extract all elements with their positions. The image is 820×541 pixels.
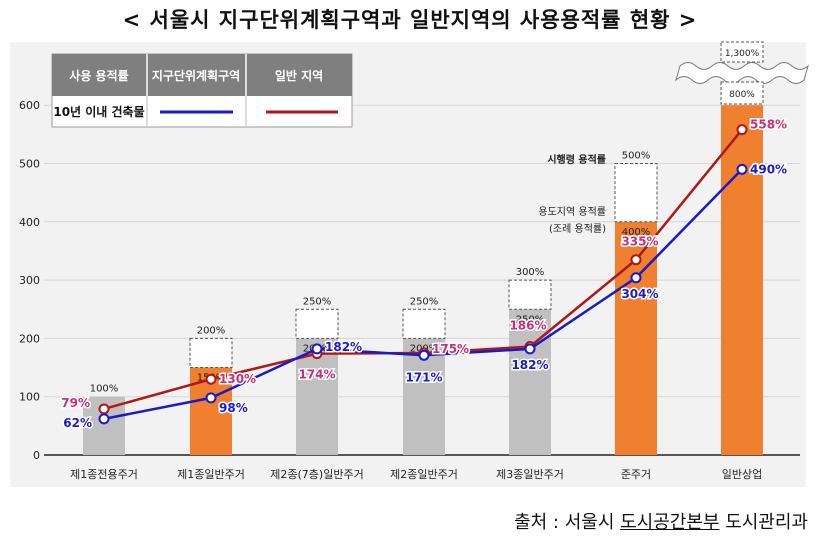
x-category-label: 제1종일반주거 — [177, 467, 245, 481]
series-point — [630, 272, 642, 284]
annotation-enforce-far: 시행령 용적률 — [547, 153, 606, 166]
series-point — [98, 413, 110, 425]
source-prefix: 출처 : 서울시 — [514, 512, 621, 533]
series-point — [630, 254, 642, 266]
max-far-label: 250% — [303, 296, 332, 307]
source-note: 출처 : 서울시 도시공간본부 도시관리과 — [514, 508, 808, 534]
series-data-label: 171% — [405, 370, 442, 384]
x-category-label: 제1종전용주거 — [70, 468, 138, 481]
max-far-label: 1,300% — [725, 49, 760, 59]
x-category-label: 제2종일반주거 — [390, 467, 458, 481]
legend: 사용 용적률 지구단위계획구역 일반 지역 10년 이내 건축물 — [51, 53, 353, 128]
max-far-box — [508, 279, 552, 310]
series-data-label: 304% — [621, 287, 658, 301]
max-far-box — [614, 163, 658, 223]
legend-header-bg — [52, 54, 352, 96]
max-far-box — [295, 308, 339, 339]
series-point — [418, 349, 430, 361]
max-far-box — [720, 41, 764, 63]
series-point — [98, 403, 110, 415]
legend-header-district: 지구단위계획구역 — [152, 68, 240, 83]
y-axis-ticks: 0 100 200 300 400 500 600 — [19, 99, 40, 462]
series-data-label: 335% — [621, 235, 658, 249]
source-dept: 도시관리과 — [719, 512, 808, 533]
y-tick-label: 500 — [19, 158, 40, 171]
series-data-label: 62% — [63, 416, 92, 430]
series-data-label: 490% — [750, 162, 787, 176]
series-point — [205, 373, 217, 385]
y-tick-label: 300 — [19, 274, 40, 287]
x-category-label: 일반상업 — [722, 467, 762, 481]
max-far-box — [402, 308, 446, 339]
axis-break-mark — [675, 62, 809, 84]
far-label: 800% — [729, 90, 755, 100]
series-data-label: 174% — [298, 368, 335, 382]
series-point — [736, 124, 748, 136]
series-point — [311, 343, 323, 355]
series-data-label: 175% — [432, 342, 469, 356]
max-far-label: 200% — [197, 325, 226, 336]
series-data-label: 182% — [325, 340, 362, 354]
series-labels: 62% 98% 182% 171% 182% 304% 490% 79% 130% 174% 175… — [60, 116, 789, 431]
series-data-label: 98% — [219, 401, 248, 415]
y-tick-label: 400 — [19, 216, 40, 229]
source-org: 도시공간본부 — [620, 512, 720, 533]
series-data-label: 182% — [511, 358, 548, 372]
max-far-label: 300% — [516, 267, 545, 278]
legend-header-general: 일반 지역 — [275, 68, 323, 83]
y-tick-label: 200 — [19, 332, 40, 345]
annotation-ordinance: (조례 용적률) — [549, 223, 606, 235]
far-label: 400% — [622, 227, 651, 238]
y-tick-label: 100 — [19, 391, 40, 404]
x-category-label: 준주거 — [621, 468, 651, 481]
legend-header-usage: 사용 용적률 — [69, 68, 128, 83]
ordinance-far-box — [720, 81, 764, 105]
bar-annotations: 100%150%200%200%250%200%250%250%300%400%… — [90, 41, 809, 395]
far-label: 100% — [90, 384, 119, 395]
max-far-box — [189, 337, 233, 369]
x-category-label: 제2종(7층)일반주거 — [270, 467, 363, 481]
annotation-zoning-far: 용도지역 용적률 — [538, 206, 606, 218]
page-title: < 서울시 지구단위계획구역과 일반지역의 사용용적률 현황 > — [122, 8, 698, 32]
series-lines — [98, 124, 748, 425]
series-data-label: 130% — [219, 372, 256, 386]
series-point — [736, 163, 748, 175]
x-axis-categories: 제1종전용주거 제1종일반주거 제2종(7층)일반주거 제2종일반주거 제3종일반주거 준… — [70, 467, 762, 481]
max-far-label: 250% — [410, 296, 439, 307]
bar — [721, 105, 763, 455]
y-tick-label: 0 — [33, 449, 40, 462]
series-data-label: 79% — [61, 396, 90, 410]
far-label: 250% — [516, 314, 545, 325]
series-point — [524, 343, 536, 355]
y-tick-label: 600 — [19, 99, 40, 112]
series-point — [205, 392, 217, 404]
series-data-label: 558% — [750, 118, 787, 132]
series-data-label: 186% — [509, 319, 546, 333]
legend-row-label: 10년 이내 건축물 — [53, 104, 144, 119]
x-category-label: 제3종일반주거 — [496, 467, 564, 481]
max-far-label: 500% — [622, 151, 651, 162]
